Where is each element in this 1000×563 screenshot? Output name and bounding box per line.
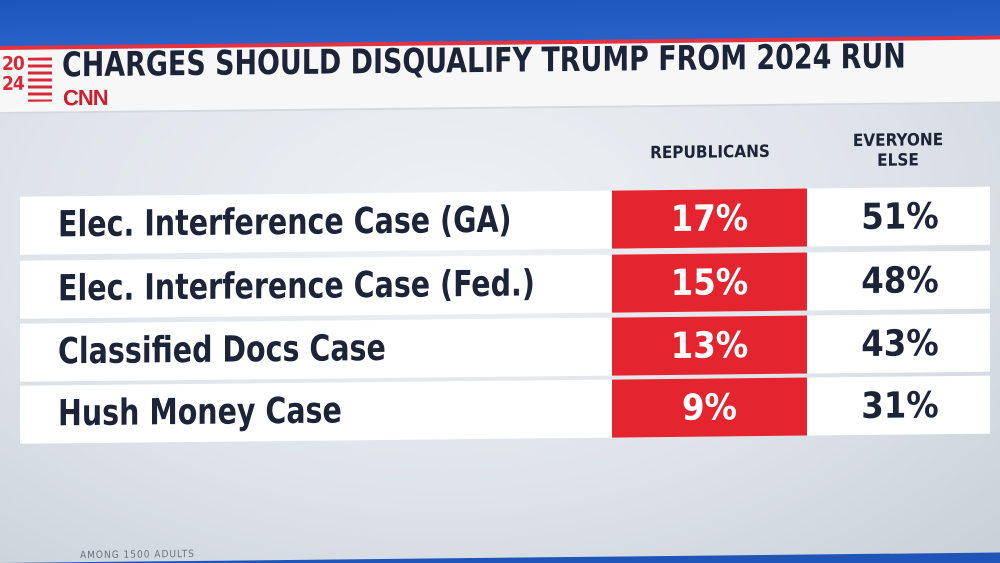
row-label: Classified Docs Case — [58, 327, 386, 373]
election-2024-logo: 20 24 — [2, 53, 54, 104]
logo-year-top: 20 — [2, 52, 24, 75]
republicans-value: 9% — [612, 377, 807, 438]
everyone-else-value: 31% — [861, 384, 939, 427]
everyone-else-value: 43% — [861, 322, 939, 365]
logo-year-bottom: 24 — [2, 72, 24, 95]
everyone-else-value: 48% — [861, 259, 939, 302]
table-row: Elec. Interference Case (Fed.) 15% 48% — [20, 250, 990, 319]
republicans-value: 15% — [612, 252, 807, 313]
column-header-everyone-else: EVERYONE ELSE — [808, 130, 988, 172]
footnote: AMONG 1500 ADULTS — [80, 548, 195, 562]
table-row: Classified Docs Case 13% 43% — [20, 313, 990, 382]
everyone-else-value: 51% — [861, 195, 939, 238]
table-row: Elec. Interference Case (GA) 17% 51% — [20, 186, 990, 255]
flag-stripes-icon — [28, 57, 52, 102]
row-label: Hush Money Case — [58, 390, 342, 435]
column-header-republicans: REPUBLICANS — [650, 141, 770, 164]
column-header-everyone-else-text: EVERYONE ELSE — [852, 130, 944, 171]
republicans-value: 13% — [612, 315, 807, 376]
row-label: Elec. Interference Case (Fed.) — [58, 263, 535, 310]
republicans-value: 17% — [612, 188, 807, 249]
row-label: Elec. Interference Case (GA) — [58, 199, 512, 246]
cnn-logo: CNN — [63, 84, 108, 111]
table-row: Hush Money Case 9% 31% — [20, 375, 990, 444]
